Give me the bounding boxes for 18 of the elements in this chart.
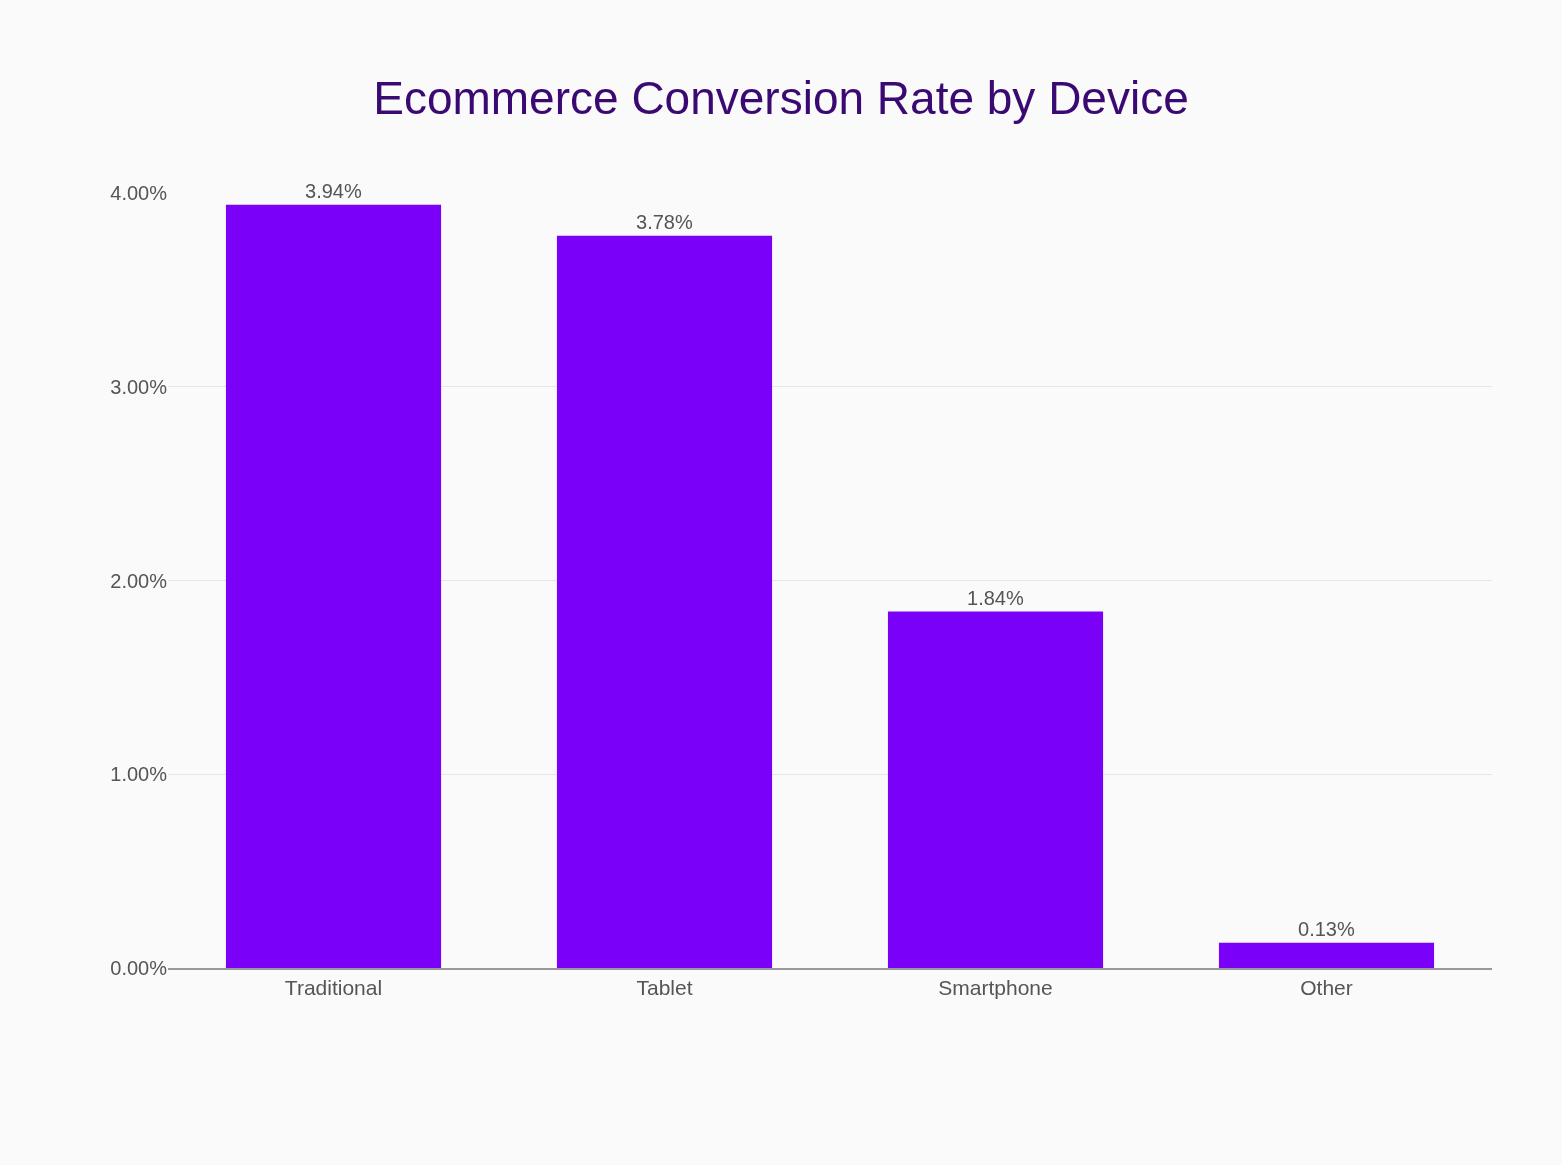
chart-title: Ecommerce Conversion Rate by Device: [373, 71, 1189, 124]
bar: [887, 611, 1104, 968]
y-tick-label: 2.00%: [110, 569, 168, 592]
bar: [556, 235, 773, 968]
y-tick-label: 4.00%: [110, 182, 168, 204]
x-tick-label: Traditional: [284, 976, 383, 1000]
y-tick-label: 3.00%: [110, 375, 168, 398]
y-tick-label: 0.00%: [110, 957, 168, 979]
bar: [225, 204, 442, 968]
y-tick-label: 1.00%: [110, 763, 168, 786]
x-tick-label: Other: [1300, 976, 1353, 1000]
data-label: 1.84%: [967, 586, 1024, 609]
data-label: 3.78%: [636, 210, 693, 233]
data-label: 3.94%: [305, 179, 362, 202]
bar: [1218, 942, 1435, 968]
x-tick-label: Tablet: [636, 976, 693, 1000]
data-label: 0.13%: [1298, 917, 1355, 940]
x-tick-label: Smartphone: [938, 976, 1053, 1000]
